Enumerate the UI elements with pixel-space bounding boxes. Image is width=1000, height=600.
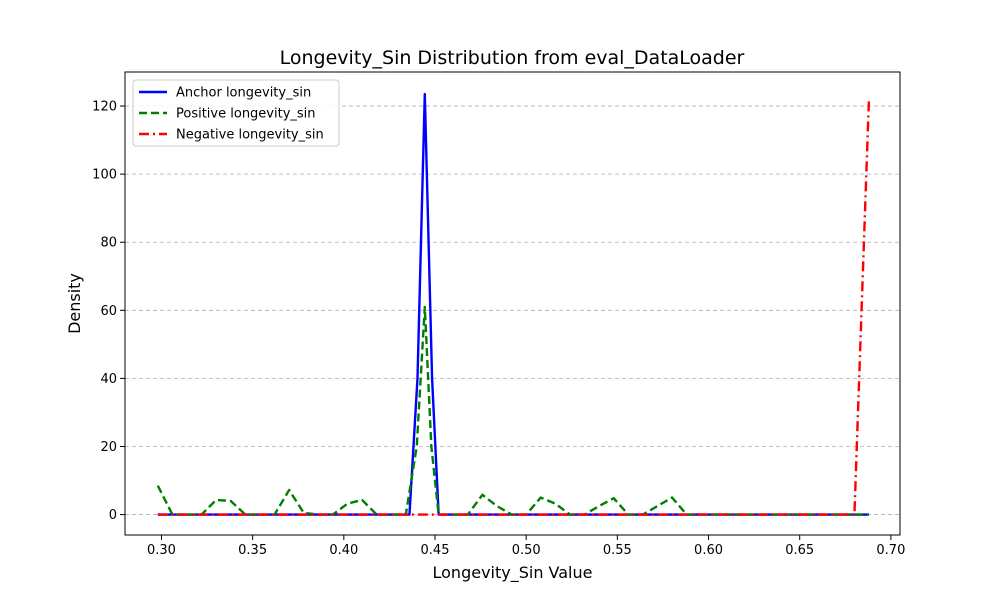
x-tick-label: 0.30 [147, 543, 176, 558]
legend-label: Anchor longevity_sin [176, 86, 311, 101]
x-tick-label: 0.70 [876, 543, 905, 558]
x-tick-label: 0.45 [421, 543, 450, 558]
series-line-2 [156, 305, 869, 516]
y-tick-label: 100 [92, 168, 117, 183]
series-line-3 [157, 97, 871, 516]
series-line-1 [157, 92, 869, 516]
y-axis-title: Density [65, 273, 84, 334]
chart-title: Longevity_Sin Distribution from eval_Dat… [280, 47, 745, 69]
legend-box [132, 79, 340, 147]
y-tick-label: 40 [100, 372, 117, 387]
legend-label: Positive longevity_sin [176, 107, 316, 122]
y-tick-label: 120 [92, 100, 117, 115]
series-layer [156, 92, 871, 516]
grid-layer [125, 105, 900, 515]
y-tick-label: 60 [100, 304, 117, 319]
y-tick-label: 20 [100, 440, 117, 455]
x-tick-label: 0.35 [238, 543, 267, 558]
plot-frame [124, 71, 901, 536]
x-axis: 0.30 0.35 0.40 0.45 0.50 0.55 0.60 0.65 0.70 [147, 535, 905, 558]
y-axis: 0 20 40 60 80 100 120 [92, 100, 125, 523]
y-tick-label: 80 [100, 236, 117, 251]
x-tick-label: 0.40 [329, 543, 358, 558]
x-tick-label: 0.50 [512, 543, 541, 558]
x-tick-label: 0.55 [603, 543, 632, 558]
legend: Anchor longevity_sin Positive longevity_s… [132, 79, 340, 147]
x-tick-label: 0.65 [785, 543, 814, 558]
x-tick-label: 0.60 [694, 543, 723, 558]
x-axis-title: Longevity_Sin Value [433, 563, 593, 583]
y-tick-label: 0 [109, 508, 117, 523]
legend-label: Negative longevity_sin [176, 128, 324, 143]
